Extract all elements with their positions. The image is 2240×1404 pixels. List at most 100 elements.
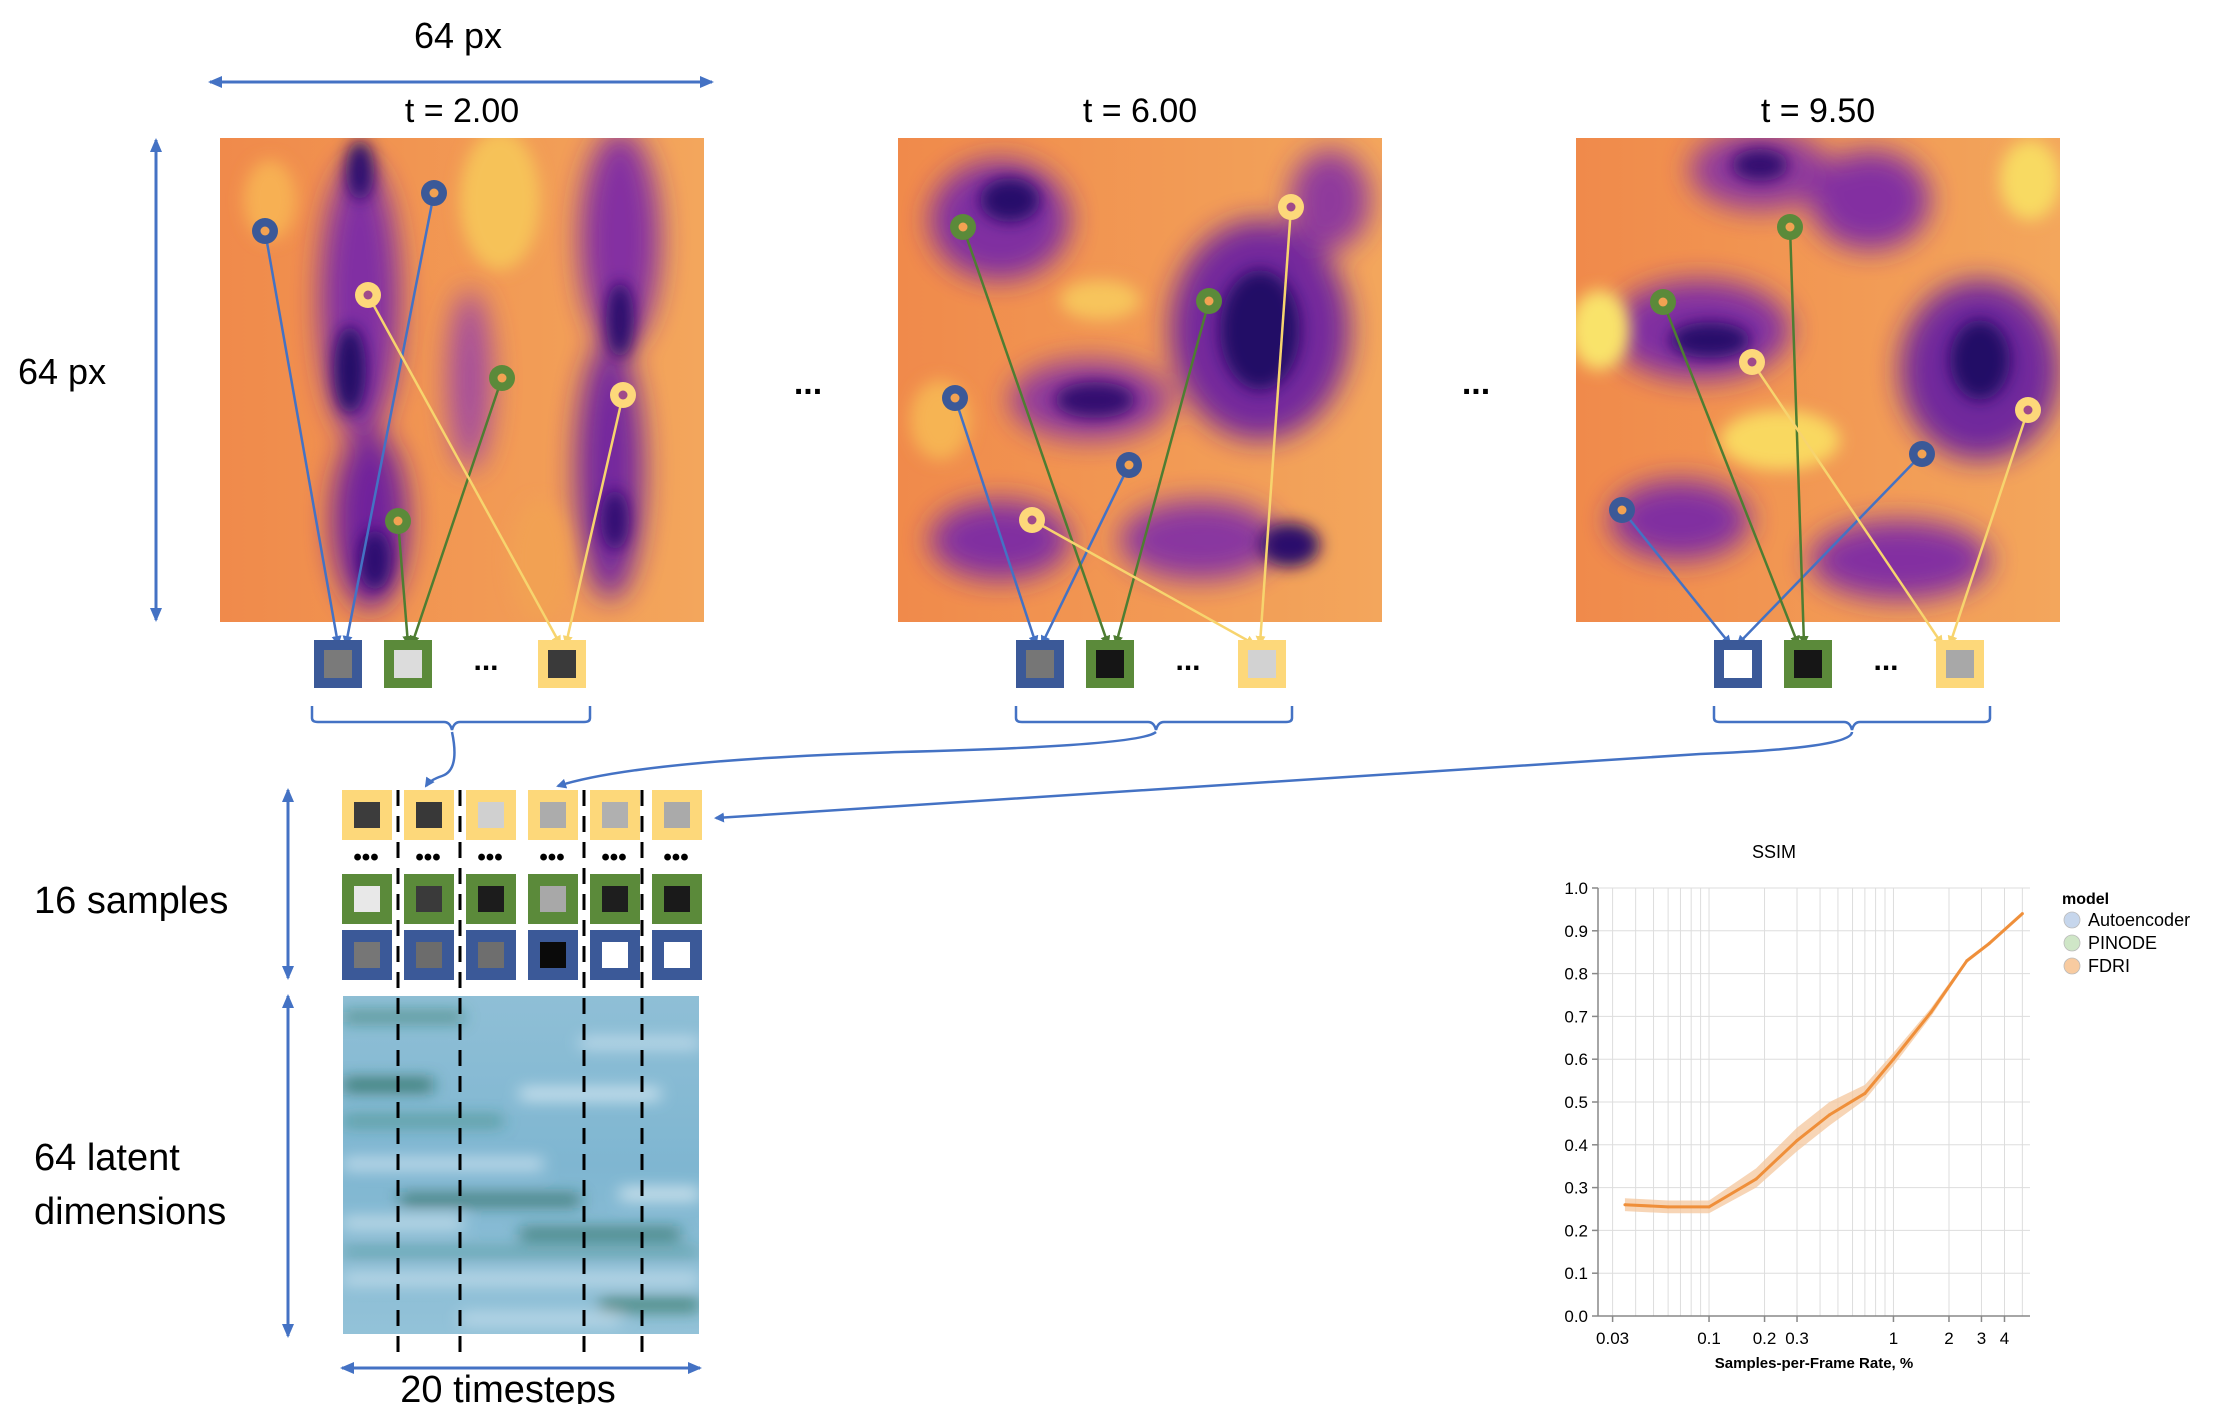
frame-3-arrows [1621, 226, 2030, 646]
chart-x-tick-label: 0.03 [1596, 1329, 1629, 1348]
matrix-cell-value [664, 802, 690, 828]
frame-3-samples: ... [1712, 640, 1992, 731]
matrix-cell-value [478, 802, 504, 828]
height-label: 64 px [18, 351, 106, 392]
chart-x-label: Samples-per-Frame Rate, % [1715, 1355, 1913, 1372]
legend-entry: Autoencoder [2088, 910, 2190, 930]
chart-confidence-band [1624, 911, 2023, 1214]
chart-data-point [1987, 942, 1991, 946]
frame-1-arrows [263, 192, 625, 646]
chart-data-point [1965, 959, 1969, 963]
frames-ellipsis-1: ... [794, 364, 822, 402]
chart-y-tick-label: 0.5 [1564, 1093, 1588, 1112]
chart-grid [1598, 887, 2030, 1317]
chart-y-tick-label: 0.6 [1564, 1050, 1588, 1069]
sample-value-green [394, 650, 422, 678]
width-label: 64 px [414, 15, 502, 56]
matrix-cell-value [354, 942, 380, 968]
chart-data-point [1795, 1139, 1799, 1143]
svg-text:•••: ••• [415, 844, 440, 871]
chart-x-tick-label: 0.1 [1697, 1329, 1721, 1348]
matrix-cell-value [416, 942, 442, 968]
ssim-chart: 0.0 0.1 0.2 0.3 0.4 0.5 0.6 0.7 0.8 0.9 1.0 0.03 0.1… [1564, 842, 2190, 1372]
chart-data-point [1666, 1205, 1670, 1209]
timestep-dashes [396, 790, 644, 1352]
matrix-cell-value [416, 802, 442, 828]
chart-y-tick-label: 0.4 [1564, 1136, 1588, 1155]
frame-heatmap-2 [898, 138, 1382, 622]
chart-x-tick-label: 2 [1944, 1329, 1953, 1348]
chart-title: SSIM [1752, 842, 1796, 862]
samples-ellipsis: ... [1873, 644, 1898, 677]
frames-ellipsis-2: ... [1462, 364, 1490, 402]
timesteps-label: 20 timesteps [400, 1369, 615, 1404]
frame-2-points [942, 194, 1304, 533]
sample-value-blue [324, 650, 352, 678]
frame-1-points [252, 180, 636, 534]
legend-swatch [2063, 934, 2081, 952]
legend-swatch [2063, 911, 2081, 929]
chart-legend: model Autoencoder PINODE FDRI [2062, 891, 2190, 976]
svg-text:•••: ••• [477, 844, 502, 871]
matrix-cell-value [354, 886, 380, 912]
chart-y-tick-label: 0.8 [1564, 965, 1588, 984]
chart-y-tick-label: 0.0 [1564, 1307, 1588, 1326]
legend-title: model [2062, 891, 2109, 908]
latent-label-line1: 64 latent [34, 1137, 180, 1179]
legend-entry: PINODE [2088, 933, 2157, 953]
legend-swatch [2063, 957, 2081, 975]
frame-title-2: t = 6.00 [1083, 92, 1197, 130]
frame-2-samples: ... [1014, 640, 1294, 731]
chart-x-tick-label: 3 [1977, 1329, 1986, 1348]
svg-text:•••: ••• [601, 844, 626, 871]
matrix-row-dots: ••• ••• ••• ••• ••• ••• [353, 844, 688, 871]
matrix-cell-value [540, 942, 566, 968]
frame-title-1: t = 2.00 [405, 92, 519, 130]
chart-data-point [1754, 1177, 1758, 1181]
samples-bracket [310, 706, 592, 731]
chart-data-point [1863, 1091, 1867, 1095]
sample-point-markers [252, 180, 2041, 534]
matrix-cell-value [354, 802, 380, 828]
chart-y-tick-label: 0.7 [1564, 1007, 1588, 1026]
matrix-cell-value [416, 886, 442, 912]
chart-x-tick-label: 0.2 [1753, 1329, 1777, 1348]
matrix-cell-value [664, 886, 690, 912]
samples-bracket [1014, 706, 1294, 731]
matrix-cell-value [540, 886, 566, 912]
svg-text:•••: ••• [663, 844, 688, 871]
latent-label-line2: dimensions [34, 1191, 226, 1233]
chart-x-tick-label: 4 [2000, 1329, 2009, 1348]
matrix-cell-value [602, 886, 628, 912]
collection-arrows [424, 730, 1854, 823]
sample-value-blue [1724, 650, 1752, 678]
chart-data-point [1707, 1205, 1711, 1209]
frame-heatmap-1 [220, 138, 704, 622]
samples-bracket [1712, 706, 1992, 731]
svg-text:•••: ••• [353, 844, 378, 871]
svg-text:•••: ••• [539, 844, 564, 871]
frame-2-arrows [953, 206, 1293, 646]
matrix-cell-value [602, 802, 628, 828]
chart-data-point [1929, 1010, 1933, 1014]
chart-x-tick-label: 1 [1889, 1329, 1898, 1348]
chart-data-point [1623, 1203, 1627, 1207]
chart-data-point [1891, 1057, 1895, 1061]
chart-data-point [1828, 1113, 1832, 1117]
samples-ellipsis: ... [1175, 644, 1200, 677]
sample-value-green [1794, 650, 1822, 678]
chart-y-tick-label: 1.0 [1564, 879, 1588, 898]
matrix-cell-value [602, 942, 628, 968]
chart-x-tick-label: 0.3 [1785, 1329, 1809, 1348]
matrix-cell-value [664, 942, 690, 968]
chart-y-tick-label: 0.2 [1564, 1221, 1588, 1240]
sample-value-green [1096, 650, 1124, 678]
frame-title-3: t = 9.50 [1761, 92, 1875, 130]
chart-y-tick-label: 0.1 [1564, 1264, 1588, 1283]
sample-value-blue [1026, 650, 1054, 678]
frame-heatmap-3 [1576, 138, 2060, 622]
chart-series-line [1624, 912, 2024, 1209]
chart-y-tick-label: 0.9 [1564, 922, 1588, 941]
samples-ellipsis: ... [473, 644, 498, 677]
